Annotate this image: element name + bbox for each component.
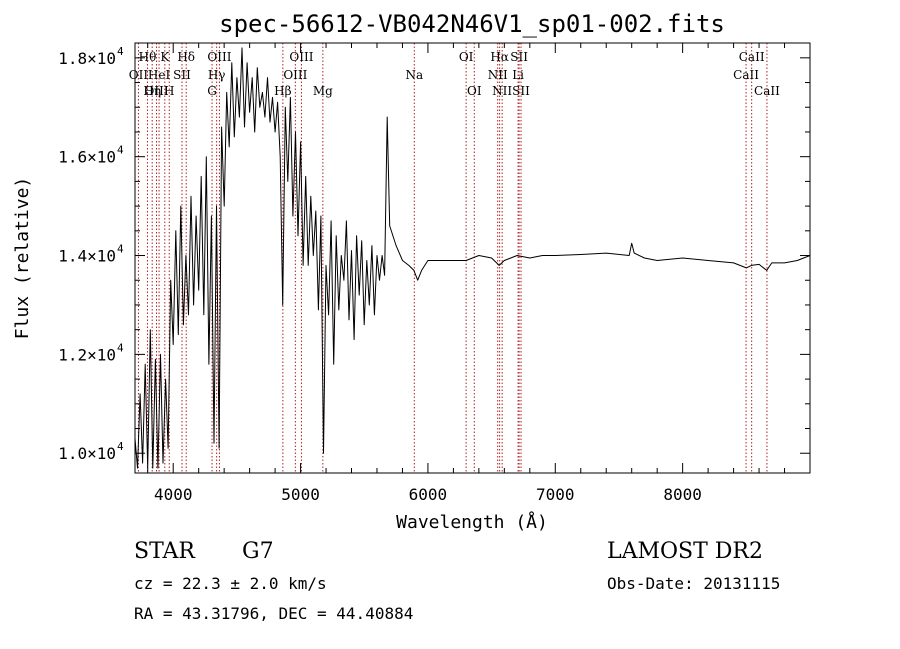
line-marker-label: CaII: [733, 68, 759, 82]
obs-date: Obs-Date: 20131115: [607, 574, 781, 593]
plot-frame: [134, 42, 811, 474]
x-axis-label: Wavelength (Å): [396, 511, 548, 533]
y-tick-exponent: 4: [117, 243, 124, 256]
line-marker-label: HeI: [148, 68, 171, 82]
x-tick-label: 4000: [154, 485, 193, 504]
y-tick-label: 1.6×10: [58, 148, 116, 167]
line-marker-label: Hθ: [139, 50, 157, 64]
x-tick-label: 6000: [409, 485, 448, 504]
line-marker-label: Hα: [490, 50, 509, 64]
object-class: STAR: [134, 539, 195, 564]
line-marker-label: Hδ: [177, 50, 195, 64]
redshift-cz: cz = 22.3 ± 2.0 km/s: [134, 574, 327, 593]
line-marker-label: SII: [510, 50, 528, 64]
line-marker-label: NII: [488, 68, 508, 82]
object-subclass: G7: [242, 539, 274, 564]
coordinates: RA = 43.31796, DEC = 44.40884: [134, 604, 414, 623]
line-marker-label: OIII: [283, 68, 307, 82]
line-marker-label: OIII: [144, 84, 168, 98]
line-marker-label: OI: [467, 84, 482, 98]
line-marker-label: SII: [512, 84, 530, 98]
line-marker-label: Mg: [313, 84, 333, 98]
survey-name: LAMOST DR2: [607, 539, 763, 564]
line-marker-label: NII: [492, 84, 512, 98]
line-marker-label: Hη: [143, 84, 161, 98]
line-marker-label: OIII: [289, 50, 313, 64]
flux-series-line: [134, 47, 811, 469]
line-marker-label: OII: [129, 68, 149, 82]
line-marker-label: K: [160, 50, 170, 64]
line-marker-label: OI: [459, 50, 474, 64]
line-marker-label: Hβ: [274, 84, 291, 98]
line-marker-label: CaII: [754, 84, 780, 98]
x-tick-label: 5000: [281, 485, 320, 504]
y-tick-exponent: 4: [117, 45, 124, 58]
y-tick-labels: 1.0×10 41.2×10 41.4×10 41.6×10 41.8×10 4: [58, 45, 124, 463]
y-tick-label: 1.4×10: [58, 247, 116, 266]
line-marker-label: Hγ: [208, 68, 226, 82]
line-marker-label: Li: [512, 68, 524, 82]
line-marker-label: CaII: [739, 50, 765, 64]
x-tick-label: 8000: [663, 485, 702, 504]
y-axis-label: Flux (relative): [12, 177, 33, 340]
line-marker-label: Na: [405, 68, 423, 82]
axis-ticks: [135, 43, 811, 473]
chart-title: spec-56612-VB042N46V1_sp01-002.fits: [219, 10, 725, 38]
y-tick-label: 1.8×10: [58, 49, 116, 68]
series-layer: [134, 47, 811, 469]
line-marker-label: G: [207, 84, 217, 98]
y-tick-label: 1.2×10: [58, 345, 116, 364]
y-tick-label: 1.0×10: [58, 444, 116, 463]
spectrum-chart: spec-56612-VB042N46V1_sp01-002.fits Hθ OI…: [12, 10, 811, 533]
line-marker-label: H: [164, 84, 174, 98]
y-tick-exponent: 4: [117, 341, 124, 354]
y-tick-exponent: 4: [117, 440, 124, 453]
line-markers: [137, 43, 768, 473]
line-marker-label: OIII: [207, 50, 231, 64]
x-tick-labels: 4000 5000 6000 7000 8000: [154, 485, 702, 504]
line-marker-label: SII: [173, 68, 191, 82]
x-tick-label: 7000: [536, 485, 575, 504]
y-tick-exponent: 4: [117, 144, 124, 157]
